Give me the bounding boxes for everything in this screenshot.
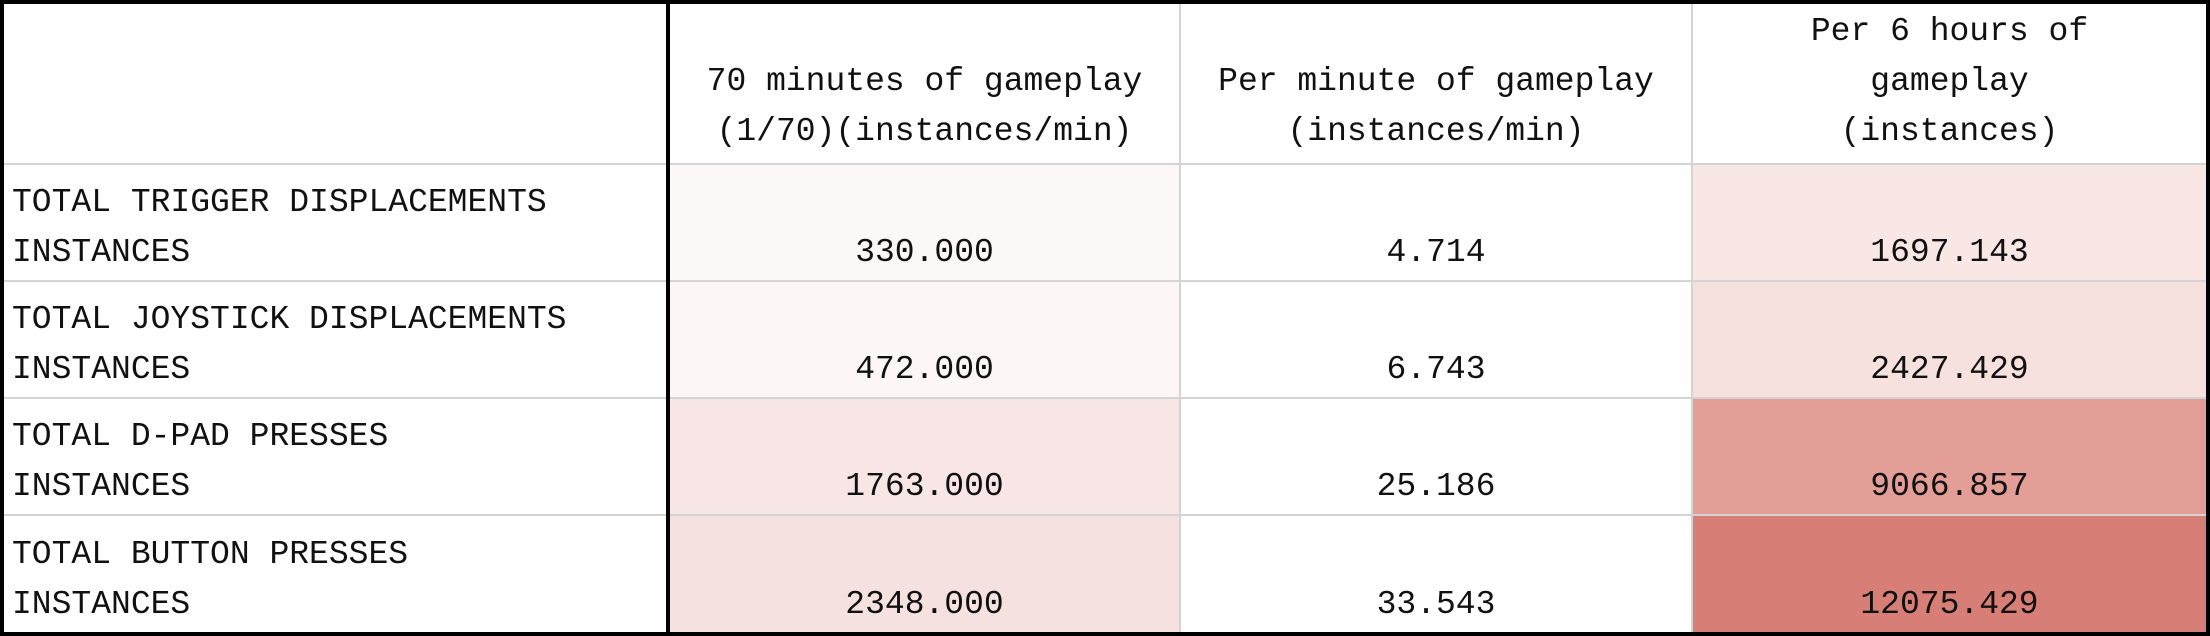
cell-joystick-per-minute[interactable]: 6.743 [1179,280,1693,399]
row-label-line1: TOTAL BUTTON PRESSES [12,536,409,573]
cell-button-70min[interactable]: 2348.000 [667,514,1181,632]
corner-cell[interactable] [4,4,670,165]
row-label-line2: INSTANCES [12,351,191,388]
row-label-line1: TOTAL JOYSTICK DISPLACEMENTS [12,301,567,338]
row-label-line2: INSTANCES [12,586,191,623]
column-header-per-6-hours[interactable]: Per 6 hours of gameplay (instances) [1691,4,2206,165]
table-row: TOTAL D-PAD PRESSES INSTANCES 1763.000 2… [4,397,2206,516]
table-row: TOTAL BUTTON PRESSES INSTANCES 2348.000 … [4,514,2206,632]
cell-trigger-per-6h[interactable]: 1697.143 [1691,163,2206,282]
cell-trigger-70min[interactable]: 330.000 [667,163,1181,282]
cell-dpad-70min[interactable]: 1763.000 [667,397,1181,516]
row-label-line1: TOTAL D-PAD PRESSES [12,418,389,455]
cell-button-per-6h[interactable]: 12075.429 [1691,514,2206,632]
row-header-dpad[interactable]: TOTAL D-PAD PRESSES INSTANCES [4,397,670,516]
table-row: TOTAL JOYSTICK DISPLACEMENTS INSTANCES 4… [4,280,2206,399]
cell-dpad-per-6h[interactable]: 9066.857 [1691,397,2206,516]
row-header-button[interactable]: TOTAL BUTTON PRESSES INSTANCES [4,514,670,632]
cell-trigger-per-minute[interactable]: 4.714 [1179,163,1693,282]
row-header-joystick[interactable]: TOTAL JOYSTICK DISPLACEMENTS INSTANCES [4,280,670,399]
column-header-per-minute[interactable]: Per minute of gameplay (instances/min) [1179,4,1693,165]
row-label-line1: TOTAL TRIGGER DISPLACEMENTS [12,184,547,221]
row-label-line2: INSTANCES [12,468,191,505]
table-row: TOTAL TRIGGER DISPLACEMENTS INSTANCES 33… [4,163,2206,282]
header-row: 70 minutes of gameplay (1/70)(instances/… [4,4,2206,165]
cell-button-per-minute[interactable]: 33.543 [1179,514,1693,632]
row-label-line2: INSTANCES [12,234,191,271]
cell-dpad-per-minute[interactable]: 25.186 [1179,397,1693,516]
column-header-70-minutes[interactable]: 70 minutes of gameplay (1/70)(instances/… [667,4,1181,165]
row-header-trigger[interactable]: TOTAL TRIGGER DISPLACEMENTS INSTANCES [4,163,670,282]
gameplay-input-table: 70 minutes of gameplay (1/70)(instances/… [4,4,2206,632]
cell-joystick-70min[interactable]: 472.000 [667,280,1181,399]
cell-joystick-per-6h[interactable]: 2427.429 [1691,280,2206,399]
